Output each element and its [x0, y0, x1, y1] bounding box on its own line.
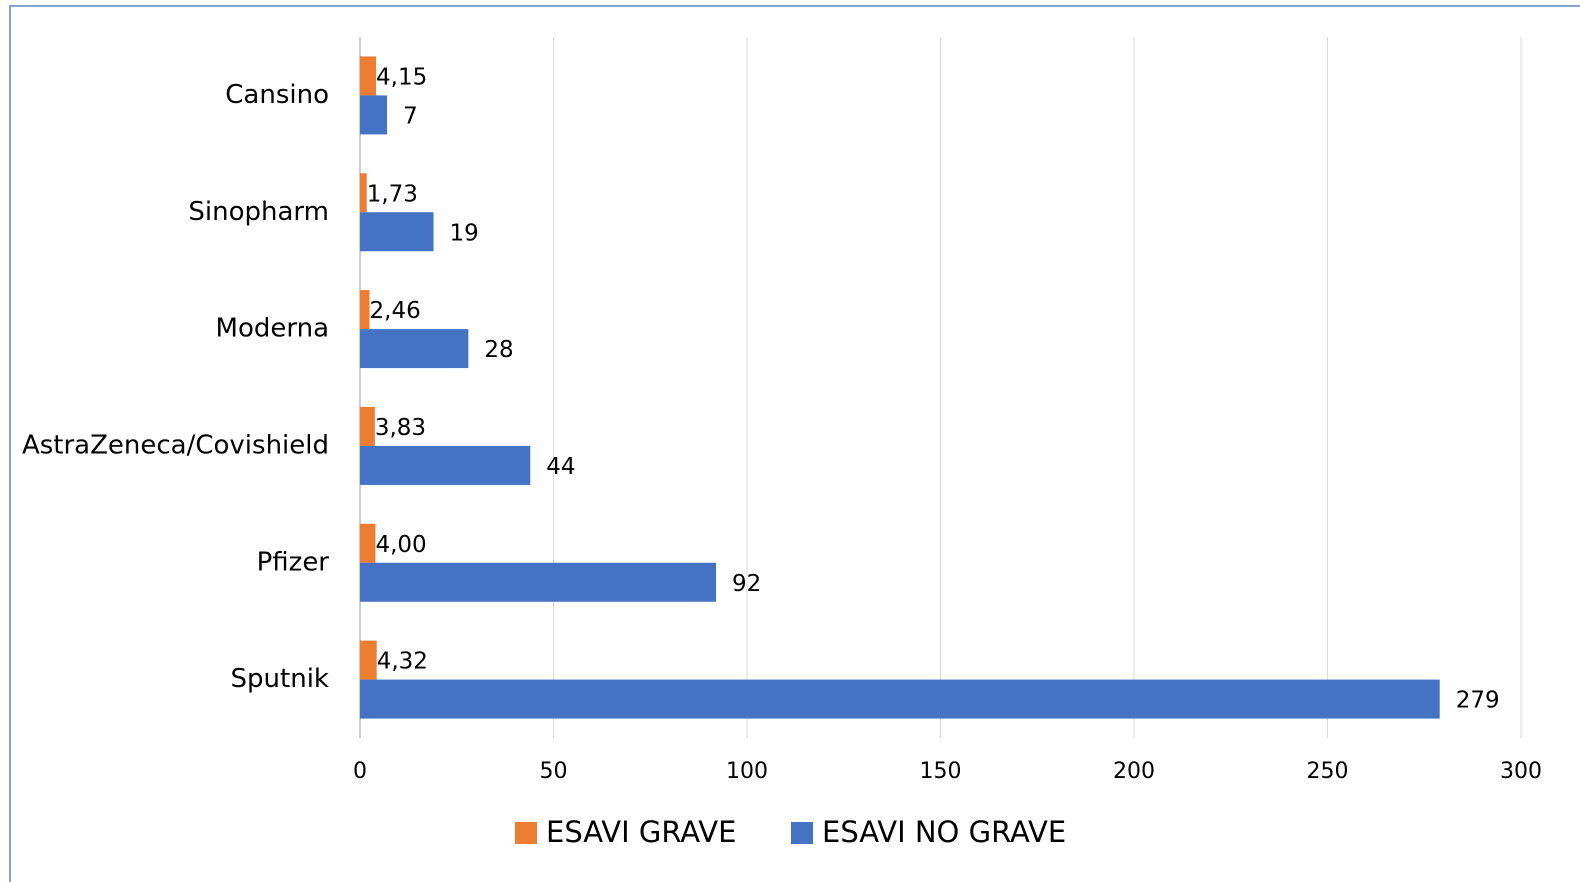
- bar: [360, 173, 367, 213]
- data-label: 4,32: [377, 649, 428, 675]
- legend-swatch: [791, 822, 813, 844]
- bar: [360, 406, 375, 446]
- bar: [360, 329, 469, 369]
- chart-frame: [9, 5, 1580, 882]
- y-tick-label: AstraZeneca/Covishield: [22, 430, 329, 460]
- bar: [360, 523, 376, 563]
- bar: [360, 95, 388, 135]
- legend-label: ESAVI NO GRAVE: [822, 815, 1066, 849]
- y-tick-label: Pfizer: [257, 547, 330, 577]
- data-label: 7: [403, 103, 418, 129]
- bar: [360, 290, 370, 330]
- x-tick-label: 300: [1500, 759, 1542, 784]
- bar: [360, 562, 717, 602]
- bar: [360, 56, 377, 96]
- x-tick-label: 150: [920, 759, 962, 784]
- x-tick-label: 0: [353, 759, 367, 784]
- y-tick-label: Sinopharm: [188, 197, 329, 227]
- data-label: 279: [1456, 688, 1500, 714]
- bar: [360, 640, 377, 680]
- legend-swatch: [515, 822, 537, 844]
- data-label: 4,00: [375, 532, 426, 558]
- data-label: 28: [484, 337, 513, 363]
- bar: [360, 445, 531, 485]
- x-tick-label: 50: [540, 759, 568, 784]
- data-label: 4,15: [376, 64, 427, 90]
- data-label: 19: [450, 220, 479, 246]
- y-tick-label: Sputnik: [231, 664, 329, 694]
- data-label: 92: [732, 571, 761, 597]
- bar: [360, 679, 1440, 719]
- y-tick-label: Moderna: [216, 314, 329, 344]
- data-label: 1,73: [367, 181, 418, 207]
- bar: [360, 212, 434, 252]
- x-tick-label: 250: [1307, 759, 1349, 784]
- data-label: 44: [546, 454, 575, 480]
- x-tick-label: 200: [1113, 759, 1155, 784]
- y-tick-label: Cansino: [225, 80, 329, 110]
- legend-label: ESAVI GRAVE: [546, 815, 736, 849]
- data-label: 2,46: [370, 298, 421, 324]
- x-tick-label: 100: [726, 759, 768, 784]
- data-label: 3,83: [375, 415, 426, 441]
